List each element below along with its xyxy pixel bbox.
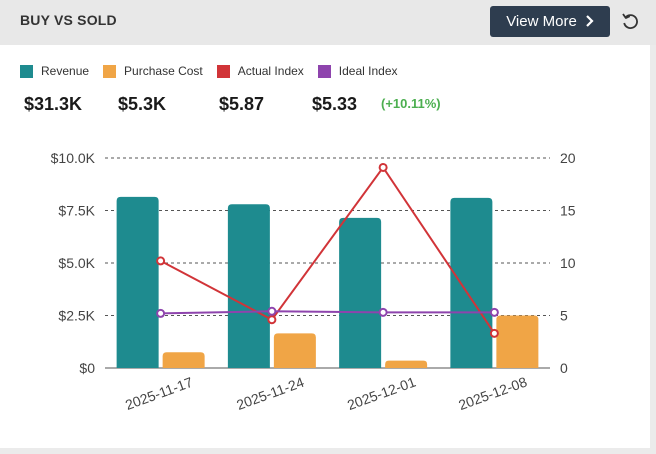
chart-legend: Revenue Purchase Cost Actual Index Ideal…: [20, 64, 412, 78]
y-left-tick-label: $7.5K: [58, 203, 95, 219]
y-right-tick-label: 0: [560, 360, 568, 376]
chevron-right-icon: [585, 14, 594, 30]
view-more-label: View More: [506, 13, 577, 30]
refresh-icon[interactable]: [618, 9, 642, 33]
bar-revenue: [450, 197, 493, 368]
view-more-button[interactable]: View More: [490, 6, 610, 37]
legend-swatch: [317, 64, 331, 78]
point-ideal-index: [267, 306, 277, 316]
y-right-tick-label: 5: [560, 308, 568, 324]
summary-stats: $31.3K $5.3K $5.87 $5.33 (+10.11%): [0, 94, 656, 118]
stat-purchase-cost: $5.3K: [118, 94, 167, 114]
y-left-tick-label: $10.0K: [51, 150, 96, 166]
y-right-tick-label: 20: [560, 150, 576, 166]
legend-label: Purchase Cost: [124, 64, 203, 78]
stat-ideal-index: $5.33: [312, 94, 358, 114]
bar-revenue: [339, 217, 382, 368]
bar-purchase-cost: [162, 352, 205, 368]
point-actual-index: [156, 256, 166, 266]
x-tick-label: 2025-12-01: [345, 373, 418, 413]
y-right-tick-label: 10: [560, 255, 576, 271]
x-tick-label: 2025-12-08: [456, 373, 529, 413]
stat-difference-percent: (+10.11%): [381, 96, 441, 111]
line-actual-index: [160, 165, 496, 334]
x-tick-label: 2025-11-24: [234, 374, 306, 413]
point-ideal-index: [489, 307, 499, 317]
legend-item-actual-index[interactable]: Actual Index: [216, 64, 304, 78]
y-left-tick-label: $2.5K: [58, 308, 95, 324]
bar-revenue: [116, 196, 159, 368]
legend-label: Revenue: [41, 64, 90, 78]
point-actual-index: [267, 315, 277, 325]
card-title: BUY VS SOLD: [20, 12, 117, 28]
point-ideal-index: [156, 308, 166, 318]
legend-item-revenue[interactable]: Revenue: [20, 64, 89, 78]
stat-revenue: $31.3K: [24, 94, 83, 114]
bar-revenue: [227, 204, 270, 368]
y-right-tick-label: 15: [560, 203, 576, 219]
legend-item-ideal-index[interactable]: Ideal Index: [317, 64, 398, 78]
legend-label: Ideal Index: [338, 64, 398, 78]
y-left-tick-label: $5.0K: [58, 255, 95, 271]
card-header: BUY VS SOLD View More: [0, 0, 656, 45]
legend-label: Actual Index: [237, 64, 304, 78]
legend-item-purchase-cost[interactable]: Purchase Cost: [103, 64, 203, 78]
buy-vs-sold-chart: $0 0 $2.5K 5 $5.0K 10 $7.5K 15 $10.0K 20 2025-11-1…: [51, 150, 576, 413]
line-ideal-index: [160, 310, 495, 315]
point-actual-index: [378, 162, 388, 172]
legend-swatch: [103, 64, 117, 78]
bar-purchase-cost: [385, 360, 428, 368]
legend-swatch: [20, 64, 33, 78]
x-tick-label: 2025-11-17: [123, 374, 195, 413]
stat-actual-index: $5.87: [219, 94, 265, 114]
point-actual-index: [489, 328, 499, 338]
legend-swatch: [216, 64, 230, 78]
y-left-tick-label: $0: [79, 360, 95, 376]
point-ideal-index: [378, 307, 388, 317]
bar-purchase-cost: [273, 333, 316, 368]
bar-purchase-cost: [496, 315, 539, 368]
